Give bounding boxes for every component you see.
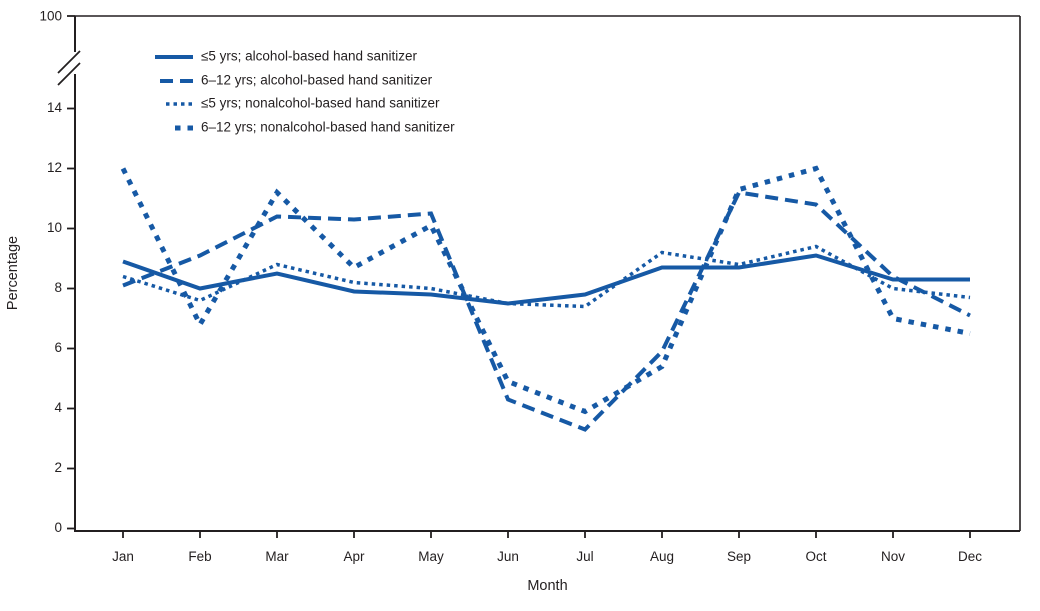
x-tick-label: Nov xyxy=(881,549,905,564)
x-tick-label: May xyxy=(418,549,444,564)
y-tick-label: 10 xyxy=(47,220,62,235)
axis-break-icon xyxy=(57,50,81,74)
y-tick-label: 0 xyxy=(54,520,62,535)
x-tick-label: Dec xyxy=(958,549,982,564)
x-tick-label: Feb xyxy=(188,549,211,564)
y-tick-label: 4 xyxy=(54,400,62,415)
legend-label-6to12-alcohol: 6–12 yrs; alcohol-based hand sanitizer xyxy=(201,73,433,88)
axis-break-icon xyxy=(57,62,81,86)
series-line-under5-nonalcohol xyxy=(122,244,971,309)
series-line-6to12-nonalcohol xyxy=(120,165,971,415)
series-line-6to12-alcohol xyxy=(122,190,971,432)
legend-label-under5-alcohol: ≤5 yrs; alcohol-based hand sanitizer xyxy=(201,49,418,64)
x-tick-label: Mar xyxy=(265,549,289,564)
x-tick-label: Apr xyxy=(343,549,365,564)
x-tick-label: Aug xyxy=(650,549,674,564)
legend-label-6to12-nonalcohol: 6–12 yrs; nonalcohol-based hand sanitize… xyxy=(201,120,455,135)
x-axis-title: Month xyxy=(527,578,567,594)
x-tick-label: Jul xyxy=(576,549,593,564)
y-tick-label: 8 xyxy=(54,280,62,295)
x-tick-label: Jun xyxy=(497,549,519,564)
y-axis-title: Percentage xyxy=(5,236,21,310)
x-tick-label: Oct xyxy=(805,549,826,564)
y-tick-label: 6 xyxy=(54,340,62,355)
y-tick-label: 14 xyxy=(47,100,63,115)
series-line-under5-alcohol xyxy=(122,253,970,306)
legend-label-under5-nonalcohol: ≤5 yrs; nonalcohol-based hand sanitizer xyxy=(201,96,440,111)
x-tick-label: Sep xyxy=(727,549,751,564)
y-tick-label: 12 xyxy=(47,160,62,175)
y-tick-label-top: 100 xyxy=(39,9,62,24)
x-tick-label: Jan xyxy=(112,549,134,564)
y-tick-label: 2 xyxy=(54,460,62,475)
